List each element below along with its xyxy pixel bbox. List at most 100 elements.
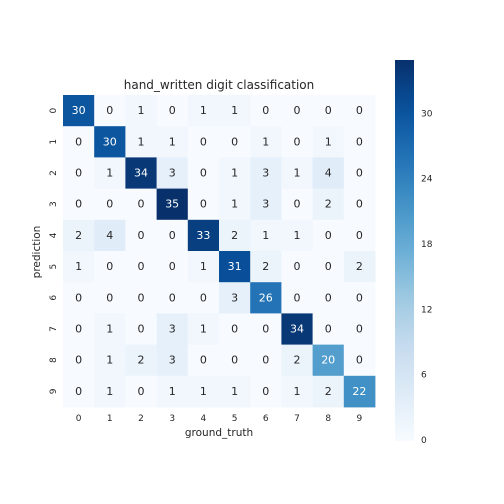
heatmap-cell <box>219 219 251 252</box>
cell-value-label: 2 <box>294 354 301 367</box>
cell-value-label: 22 <box>352 385 366 398</box>
y-tick-label: 0 <box>49 107 59 113</box>
heatmap-cell <box>156 313 189 345</box>
cell-value-label: 0 <box>106 260 113 273</box>
heatmap-cell <box>250 126 282 158</box>
heatmap-cell <box>281 282 313 314</box>
cell-value-label: 0 <box>231 354 238 367</box>
heatmap-cell <box>250 375 282 408</box>
cell-value-label: 0 <box>262 385 269 398</box>
heatmap-cell <box>94 375 126 408</box>
heatmap-cell <box>156 219 189 252</box>
heatmap-cell <box>219 157 251 189</box>
heatmap-cell <box>63 188 95 221</box>
x-tick-label: 0 <box>76 414 82 424</box>
cell-value-label: 0 <box>75 354 82 367</box>
cell-value-label: 0 <box>262 104 269 117</box>
colorbar-tick-label: 30 <box>421 109 433 119</box>
heatmap-cell <box>312 157 345 189</box>
y-tick-label: 2 <box>49 170 59 176</box>
heatmap-cell <box>187 219 220 252</box>
heatmap-cell <box>63 157 95 189</box>
cell-value-label: 1 <box>231 167 238 180</box>
cell-value-label: 0 <box>200 354 207 367</box>
heatmap-cell <box>312 251 345 283</box>
y-tick-label: 7 <box>49 326 59 332</box>
cell-value-label: 0 <box>106 198 113 211</box>
cell-value-label: 0 <box>200 291 207 304</box>
heatmap-cell <box>94 126 126 158</box>
heatmap-cell <box>125 313 157 345</box>
heatmap-cell <box>187 95 220 127</box>
cell-value-label: 0 <box>75 198 82 211</box>
cell-value-label: 4 <box>325 167 332 180</box>
heatmap-cell <box>187 188 220 221</box>
cell-value-label: 0 <box>294 260 301 273</box>
heatmap-cell <box>187 344 220 377</box>
heatmap-cell <box>156 344 189 377</box>
heatmap-cell <box>63 95 95 127</box>
heatmap-cell <box>312 95 345 127</box>
heatmap-cells: 30 0 1 0 1 1 0 0 0 00 30 1 1 0 0 1 0 1 00 1 34 3 0 1 3 1 4 00 0 0 35 0 1… <box>63 95 376 408</box>
heatmap-cell <box>250 313 282 345</box>
heatmap-cell <box>219 344 251 377</box>
y-tick-label: 4 <box>49 232 59 238</box>
heatmap-cell <box>250 157 282 189</box>
heatmap-cell <box>63 251 95 283</box>
heatmap-cell <box>343 375 376 408</box>
x-tick-label: 1 <box>107 414 113 424</box>
cell-value-label: 0 <box>138 385 145 398</box>
x-axis-ticks: 0 1 2 3 4 5 6 7 8 9 <box>76 414 363 424</box>
cell-value-label: 1 <box>325 135 332 148</box>
cell-value-label: 3 <box>169 167 176 180</box>
heatmap-cell <box>219 251 251 283</box>
heatmap-cell <box>281 126 313 158</box>
heatmap-cell <box>125 157 157 189</box>
colorbar-tick-label: 18 <box>421 240 433 250</box>
heatmap-cell <box>312 126 345 158</box>
cell-value-label: 0 <box>231 135 238 148</box>
heatmap-cell <box>281 375 313 408</box>
cell-value-label: 0 <box>294 198 301 211</box>
x-tick-label: 3 <box>169 414 175 424</box>
cell-value-label: 34 <box>290 323 304 336</box>
cell-value-label: 1 <box>294 385 301 398</box>
cell-value-label: 3 <box>169 354 176 367</box>
y-tick-label: 3 <box>49 201 59 207</box>
heatmap-cell <box>94 313 126 345</box>
cell-value-label: 1 <box>200 385 207 398</box>
cell-value-label: 1 <box>262 135 269 148</box>
heatmap-cell <box>250 344 282 377</box>
heatmap-cell <box>125 219 157 252</box>
cell-value-label: 0 <box>294 291 301 304</box>
y-tick-label: 6 <box>49 295 59 301</box>
cell-value-label: 0 <box>75 291 82 304</box>
heatmap-cell <box>125 188 157 221</box>
cell-value-label: 1 <box>106 354 113 367</box>
cell-value-label: 0 <box>325 291 332 304</box>
cell-value-label: 0 <box>356 198 363 211</box>
cell-value-label: 0 <box>138 260 145 273</box>
cell-value-label: 1 <box>294 167 301 180</box>
chart-title: hand_written digit classification <box>124 78 315 92</box>
x-tick-label: 8 <box>325 414 331 424</box>
heatmap-cell <box>250 188 282 221</box>
heatmap-cell <box>219 282 251 314</box>
x-tick-label: 9 <box>357 414 363 424</box>
cell-value-label: 0 <box>262 323 269 336</box>
cell-value-label: 30 <box>72 104 86 117</box>
cell-value-label: 0 <box>325 104 332 117</box>
heatmap-cell <box>187 251 220 283</box>
cell-value-label: 31 <box>228 260 242 273</box>
heatmap-cell <box>94 219 126 252</box>
cell-value-label: 1 <box>200 104 207 117</box>
cell-value-label: 1 <box>231 385 238 398</box>
cell-value-label: 0 <box>325 229 332 242</box>
heatmap-cell <box>187 313 220 345</box>
heatmap-cell <box>312 188 345 221</box>
heatmap-cell <box>312 219 345 252</box>
cell-value-label: 0 <box>356 167 363 180</box>
heatmap-cell <box>156 282 189 314</box>
heatmap-cell <box>343 219 376 252</box>
